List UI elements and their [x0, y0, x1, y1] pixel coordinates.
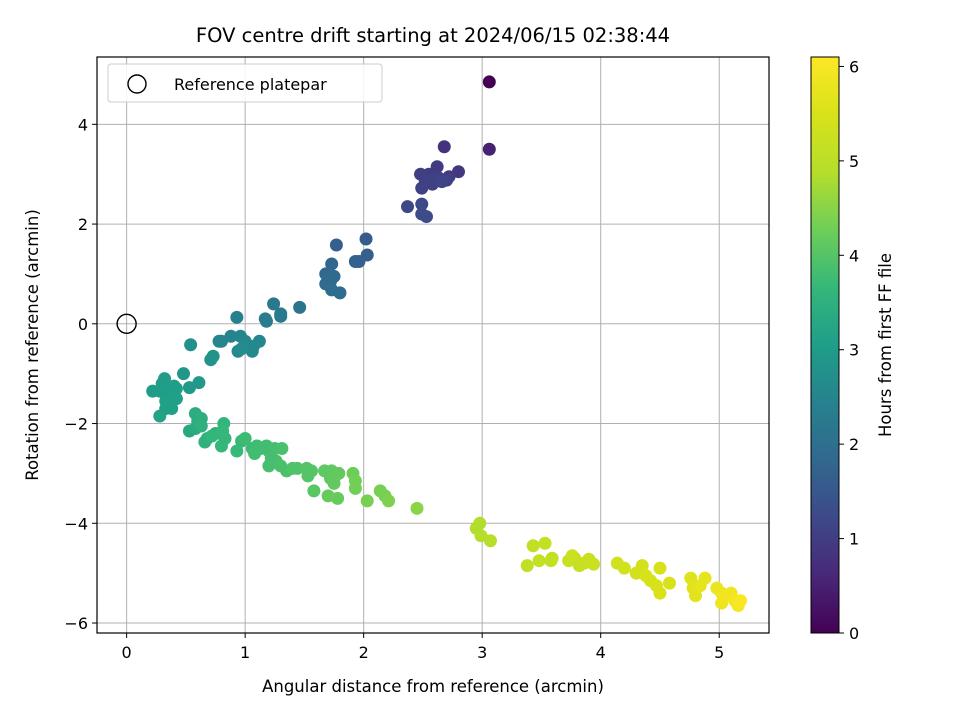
y-tick-label: 2 — [78, 215, 88, 234]
colorbar-tick-label: 2 — [849, 435, 859, 454]
data-point — [275, 441, 289, 455]
data-point — [245, 344, 259, 358]
data-point — [194, 419, 208, 433]
data-point — [435, 175, 449, 189]
plot-frame — [96, 56, 770, 634]
data-point — [482, 142, 496, 156]
data-point — [177, 367, 191, 381]
data-point — [520, 559, 534, 573]
x-tick-label: 1 — [240, 643, 250, 662]
data-point — [332, 466, 346, 480]
data-point — [293, 300, 307, 314]
x-tick-label: 0 — [122, 643, 132, 662]
data-point — [301, 469, 315, 483]
data-point — [333, 286, 347, 300]
x-tick-label: 3 — [477, 643, 487, 662]
data-point — [617, 561, 631, 575]
colorbar-tick-label: 1 — [849, 530, 859, 549]
x-tick-label: 4 — [596, 643, 606, 662]
data-point — [653, 561, 667, 575]
y-tick-label: 0 — [78, 315, 88, 334]
y-tick-label: −2 — [64, 415, 88, 434]
data-point — [538, 536, 552, 550]
data-point — [331, 491, 345, 505]
data-point — [734, 594, 748, 608]
data-point — [290, 461, 304, 475]
data-point — [653, 586, 667, 600]
data-point — [544, 554, 558, 568]
colorbar-gradient — [810, 56, 840, 634]
data-point — [329, 238, 343, 252]
data-point — [401, 200, 415, 214]
data-point — [684, 571, 698, 585]
colorbar-tick-label: 3 — [849, 341, 859, 360]
chart-title: FOV centre drift starting at 2024/06/15 … — [196, 24, 670, 47]
data-point — [212, 334, 226, 348]
data-point — [587, 557, 601, 571]
data-point — [415, 181, 429, 195]
data-point — [689, 589, 703, 603]
data-point — [662, 576, 676, 590]
data-point — [327, 476, 341, 490]
data-point — [258, 312, 272, 326]
x-tick-label: 2 — [359, 643, 369, 662]
colorbar-ticks: 0 1 2 3 4 5 6 — [839, 57, 859, 643]
data-point — [359, 232, 373, 246]
data-point — [307, 484, 321, 498]
data-point — [565, 549, 579, 563]
x-axis-ticks: 0 1 2 3 4 5 — [122, 633, 724, 662]
x-axis-label: Angular distance from reference (arcmin) — [262, 677, 604, 696]
data-point — [415, 197, 429, 211]
data-point — [482, 75, 496, 89]
y-tick-label: 4 — [78, 115, 88, 134]
reference-point — [116, 313, 137, 335]
data-point — [526, 539, 540, 553]
data-point — [235, 342, 249, 356]
data-point — [430, 160, 444, 174]
legend: Reference platepar — [107, 63, 383, 103]
data-point — [274, 307, 288, 321]
colorbar: 0 1 2 3 4 5 6 Hours from first FF file — [810, 56, 895, 643]
y-tick-label: −4 — [64, 514, 88, 533]
data-point — [483, 534, 497, 548]
data-point — [360, 494, 374, 508]
y-axis-ticks: −6 −4 −2 0 2 4 — [64, 115, 97, 633]
data-point — [382, 494, 396, 508]
y-tick-label: −6 — [64, 614, 88, 633]
reference-marker — [116, 313, 137, 335]
data-point — [204, 353, 218, 367]
legend-entry-reference: Reference platepar — [174, 75, 327, 94]
legend-marker-reference — [127, 74, 147, 94]
data-point — [184, 338, 198, 352]
data-point — [532, 554, 546, 568]
colorbar-tick-label: 0 — [849, 624, 859, 643]
data-point — [267, 297, 281, 311]
data-point — [698, 571, 712, 585]
data-points — [146, 75, 748, 613]
data-point — [230, 444, 244, 458]
colorbar-tick-label: 5 — [849, 152, 859, 171]
data-point — [214, 439, 228, 453]
data-point — [437, 140, 451, 154]
colorbar-label: Hours from first FF file — [876, 253, 895, 437]
data-point — [348, 254, 362, 268]
data-point — [182, 381, 196, 395]
y-axis-label: Rotation from reference (arcmin) — [23, 209, 42, 481]
gridlines — [97, 57, 769, 633]
colorbar-tick-label: 4 — [849, 246, 859, 265]
data-point — [169, 392, 183, 406]
data-point — [238, 432, 252, 446]
data-point — [230, 310, 244, 324]
data-point — [635, 559, 649, 573]
data-point — [348, 481, 362, 495]
legend-box — [107, 63, 383, 103]
data-point — [153, 409, 167, 423]
data-point — [410, 501, 424, 515]
x-tick-label: 5 — [714, 643, 724, 662]
data-point — [419, 210, 433, 224]
data-point — [205, 429, 219, 443]
data-point — [325, 257, 339, 271]
colorbar-tick-label: 6 — [849, 57, 859, 76]
